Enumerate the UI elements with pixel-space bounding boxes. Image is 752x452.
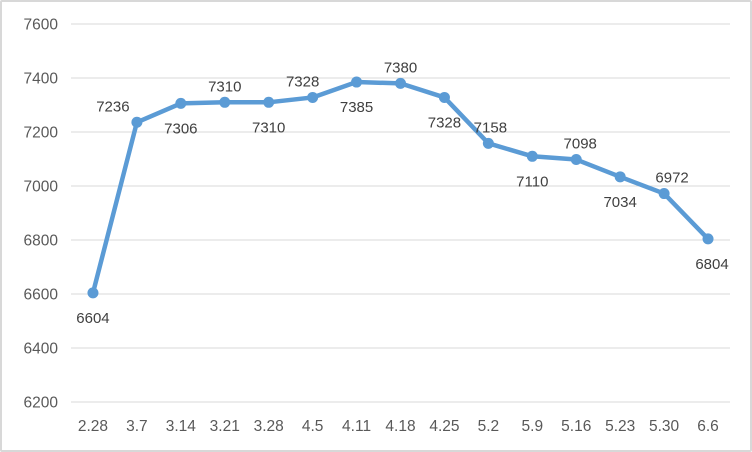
data-label: 7380	[384, 59, 417, 76]
data-label: 7310	[252, 119, 285, 136]
series-line	[90, 79, 711, 296]
data-point-marker	[351, 76, 363, 88]
data-label: 7328	[286, 73, 319, 90]
x-axis-tick-label: 3.28	[254, 418, 284, 435]
data-point-marker	[614, 171, 626, 183]
data-label: 7098	[564, 136, 597, 153]
y-axis-tick-label: 7200	[24, 125, 59, 142]
data-label: 7236	[96, 98, 129, 115]
data-label: 6804	[695, 256, 728, 273]
x-axis-tick-label: 4.11	[342, 418, 371, 435]
data-label: 7328	[428, 114, 461, 131]
x-axis-tick-label: 5.30	[649, 418, 680, 435]
y-axis-tick-label: 6400	[24, 341, 59, 358]
x-axis-tick-label: 5.9	[522, 418, 544, 435]
y-axis-tick-label: 7000	[24, 179, 59, 196]
y-axis-tick-label: 7600	[24, 17, 59, 34]
data-label: 7310	[208, 78, 241, 95]
data-label: 7158	[474, 119, 507, 136]
data-point-marker	[87, 287, 99, 299]
data-point-marker	[482, 137, 494, 149]
data-label: 7306	[164, 120, 197, 137]
data-point-marker	[131, 116, 143, 128]
data-label: 7034	[603, 194, 636, 211]
x-axis-tick-label: 5.16	[561, 418, 591, 435]
x-axis-tick-label: 3.21	[210, 418, 240, 435]
x-axis-tick-label: 2.28	[78, 418, 108, 435]
data-point-marker	[307, 91, 319, 103]
y-axis-tick-label: 6600	[24, 287, 59, 304]
x-axis-tick-label: 4.5	[302, 418, 324, 435]
x-axis-tick-label: 6.6	[697, 418, 719, 435]
y-axis-tick-label: 6800	[24, 233, 59, 250]
data-point-marker	[395, 77, 406, 89]
data-point-marker	[526, 150, 538, 162]
y-axis-tick-label: 6200	[24, 395, 59, 412]
y-axis-tick-label: 7400	[24, 71, 59, 88]
x-axis-tick-label: 3.7	[126, 418, 148, 435]
x-axis-tick-label: 5.2	[478, 418, 500, 435]
x-axis-tick-label: 4.18	[385, 418, 415, 435]
data-label: 7110	[516, 173, 548, 190]
x-axis-tick-label: 4.25	[429, 418, 459, 435]
data-point-marker	[175, 97, 187, 109]
data-point-marker	[438, 91, 450, 103]
data-label: 7385	[340, 99, 373, 116]
x-axis-tick-label: 3.14	[166, 418, 197, 435]
data-point-marker	[570, 154, 582, 166]
x-axis-tick-label: 5.23	[605, 418, 635, 435]
data-point-marker	[702, 233, 714, 245]
data-label: 6604	[76, 310, 109, 327]
data-point-marker	[219, 96, 231, 108]
data-label: 6972	[655, 170, 688, 187]
data-point-marker	[658, 188, 670, 200]
data-point-marker	[263, 96, 275, 108]
